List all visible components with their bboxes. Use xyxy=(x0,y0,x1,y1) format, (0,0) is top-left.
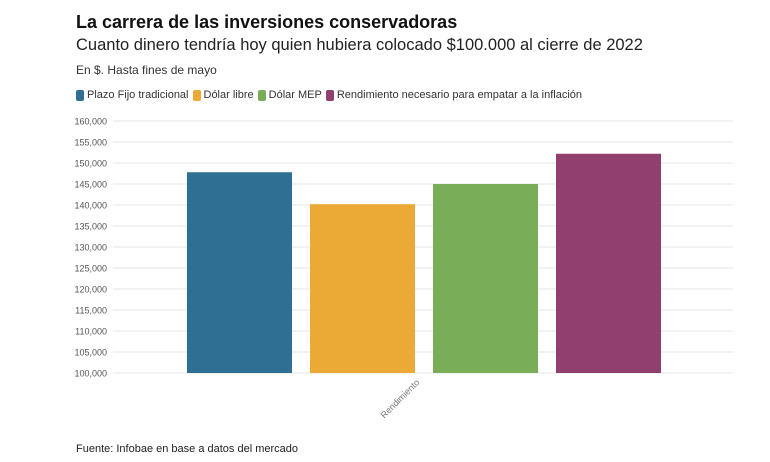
y-tick-label: 135,000 xyxy=(74,222,107,232)
y-tick-label: 120,000 xyxy=(74,285,107,295)
legend-swatch xyxy=(257,89,266,101)
y-tick-label: 100,000 xyxy=(74,369,107,379)
legend-label: Rendimiento necesario para empatar a la … xyxy=(336,89,583,101)
units-note: En $. Hasta fines de mayo xyxy=(76,63,217,77)
bar xyxy=(187,172,292,373)
bar xyxy=(556,153,661,373)
legend-label: Dólar libre xyxy=(203,89,254,101)
bar-chart: 100,000 105,000 110,000 115,000 120,000 125,0… xyxy=(74,117,733,420)
legend-item[interactable]: Dólar libre xyxy=(192,89,254,101)
y-tick-label: 125,000 xyxy=(74,264,107,274)
chart-subtitle: Cuanto dinero tendría hoy quien hubiera … xyxy=(76,36,643,54)
legend-label: Dólar MEP xyxy=(268,89,322,101)
legend: Plazo Fijo tradicional Dólar libre Dólar M… xyxy=(76,89,586,101)
y-tick-label: 160,000 xyxy=(74,117,107,127)
legend-swatch xyxy=(192,89,201,101)
y-tick-label: 145,000 xyxy=(74,180,107,190)
y-tick-label: 140,000 xyxy=(74,201,107,211)
legend-swatch xyxy=(325,89,334,101)
y-tick-label: 155,000 xyxy=(74,138,107,148)
bar xyxy=(310,204,415,373)
y-tick-label: 115,000 xyxy=(75,306,107,316)
y-tick-label: 150,000 xyxy=(74,159,107,169)
y-tick-label: 105,000 xyxy=(74,348,107,358)
y-tick-label: 110,000 xyxy=(75,327,107,337)
legend-item[interactable]: Dólar MEP xyxy=(257,89,322,101)
legend-swatch xyxy=(76,89,84,101)
bar xyxy=(433,184,538,373)
legend-item[interactable]: Plazo Fijo tradicional xyxy=(76,89,189,101)
source-note: Fuente: Infobae en base a datos del merc… xyxy=(76,443,298,455)
legend-item[interactable]: Rendimiento necesario para empatar a la … xyxy=(325,89,583,101)
legend-label: Plazo Fijo tradicional xyxy=(87,89,189,101)
x-tick-label: Rendimiento xyxy=(379,377,422,420)
chart-title: La carrera de las inversiones conservado… xyxy=(76,12,458,32)
y-tick-label: 130,000 xyxy=(74,243,107,253)
